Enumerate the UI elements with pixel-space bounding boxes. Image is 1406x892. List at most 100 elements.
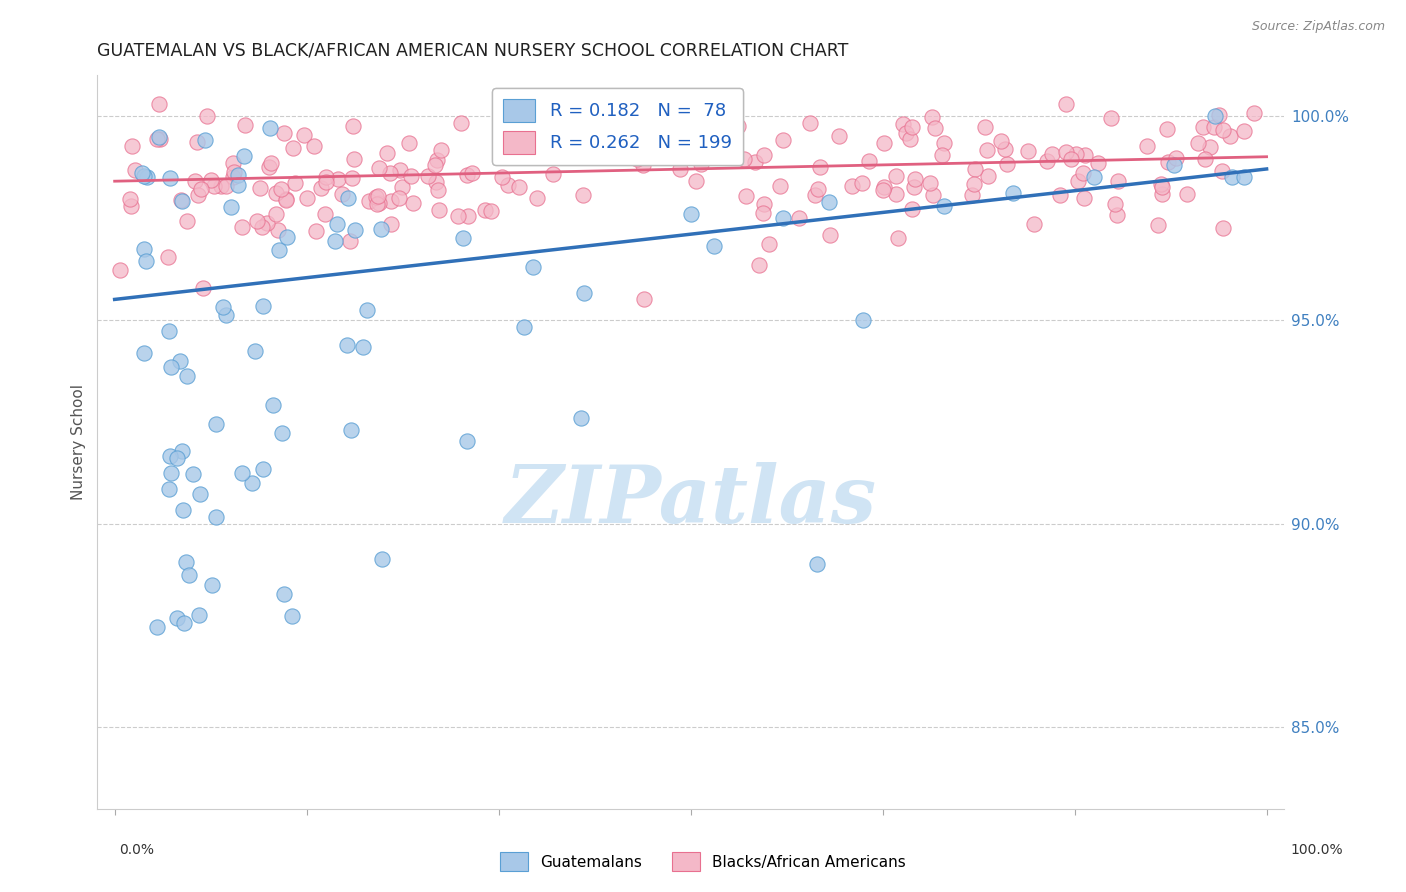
Point	[342, 119, 364, 133]
Point	[271, 425, 294, 440]
Point	[752, 197, 775, 211]
Point	[205, 417, 228, 432]
Point	[1166, 151, 1188, 165]
Point	[633, 293, 655, 307]
Point	[250, 220, 273, 235]
Point	[904, 172, 927, 186]
Point	[212, 300, 235, 314]
Point	[135, 169, 157, 184]
Point	[356, 303, 378, 318]
Point	[273, 587, 295, 601]
Point	[1101, 112, 1123, 126]
Point	[901, 202, 924, 216]
Point	[416, 169, 439, 184]
Point	[768, 178, 790, 193]
Point	[314, 207, 336, 221]
Point	[302, 139, 325, 153]
Point	[389, 163, 412, 178]
Point	[1104, 197, 1126, 211]
Point	[531, 99, 554, 113]
Point	[357, 194, 380, 208]
Point	[222, 165, 245, 179]
Point	[901, 120, 924, 134]
Point	[194, 133, 217, 147]
Point	[965, 162, 987, 177]
Point	[204, 510, 226, 524]
Point	[513, 320, 536, 334]
Point	[172, 503, 194, 517]
Point	[367, 189, 389, 203]
Point	[884, 187, 907, 202]
Point	[231, 219, 253, 234]
Point	[380, 217, 402, 231]
Point	[894, 126, 917, 140]
Point	[269, 243, 291, 257]
Point	[1232, 170, 1254, 185]
Point	[157, 250, 180, 264]
Point	[370, 222, 392, 236]
Point	[804, 188, 827, 202]
Point	[1040, 146, 1063, 161]
Point	[267, 223, 290, 237]
Point	[399, 169, 422, 183]
Point	[626, 151, 648, 165]
Point	[994, 142, 1017, 156]
Point	[1212, 220, 1234, 235]
Point	[1212, 123, 1234, 137]
Point	[457, 209, 479, 223]
Point	[270, 182, 292, 196]
Point	[631, 158, 654, 172]
Point	[474, 203, 496, 218]
Point	[607, 108, 630, 122]
Point	[1211, 164, 1233, 178]
Point	[1054, 96, 1077, 111]
Point	[427, 203, 450, 218]
Point	[340, 170, 363, 185]
Point	[1017, 145, 1039, 159]
Point	[1060, 153, 1083, 167]
Point	[249, 181, 271, 195]
Point	[841, 179, 863, 194]
Point	[827, 129, 849, 144]
Point	[427, 183, 450, 197]
Point	[1150, 177, 1173, 191]
Point	[148, 96, 170, 111]
Point	[305, 224, 328, 238]
Point	[173, 616, 195, 631]
Point	[280, 608, 302, 623]
Point	[188, 487, 211, 501]
Point	[273, 126, 295, 140]
Point	[1150, 187, 1173, 202]
Point	[375, 145, 398, 160]
Point	[231, 466, 253, 480]
Point	[233, 118, 256, 132]
Point	[284, 176, 307, 190]
Point	[932, 199, 955, 213]
Point	[132, 243, 155, 257]
Point	[806, 558, 828, 572]
Point	[226, 178, 249, 192]
Point	[256, 216, 278, 230]
Point	[146, 132, 169, 146]
Point	[669, 161, 692, 176]
Point	[159, 360, 181, 375]
Point	[336, 337, 359, 351]
Point	[898, 132, 921, 146]
Point	[534, 137, 557, 152]
Point	[170, 194, 193, 208]
Point	[921, 110, 943, 124]
Text: GUATEMALAN VS BLACK/AFRICAN AMERICAN NURSERY SCHOOL CORRELATION CHART: GUATEMALAN VS BLACK/AFRICAN AMERICAN NUR…	[97, 42, 849, 60]
Point	[1073, 191, 1095, 205]
Point	[215, 308, 238, 322]
Point	[541, 167, 564, 181]
Point	[276, 230, 298, 244]
Point	[685, 174, 707, 188]
Point	[557, 114, 579, 128]
Point	[330, 186, 353, 201]
Point	[479, 203, 502, 218]
Point	[325, 217, 347, 231]
Point	[931, 148, 953, 162]
Point	[818, 227, 841, 242]
Point	[1083, 170, 1105, 185]
Point	[1194, 152, 1216, 166]
